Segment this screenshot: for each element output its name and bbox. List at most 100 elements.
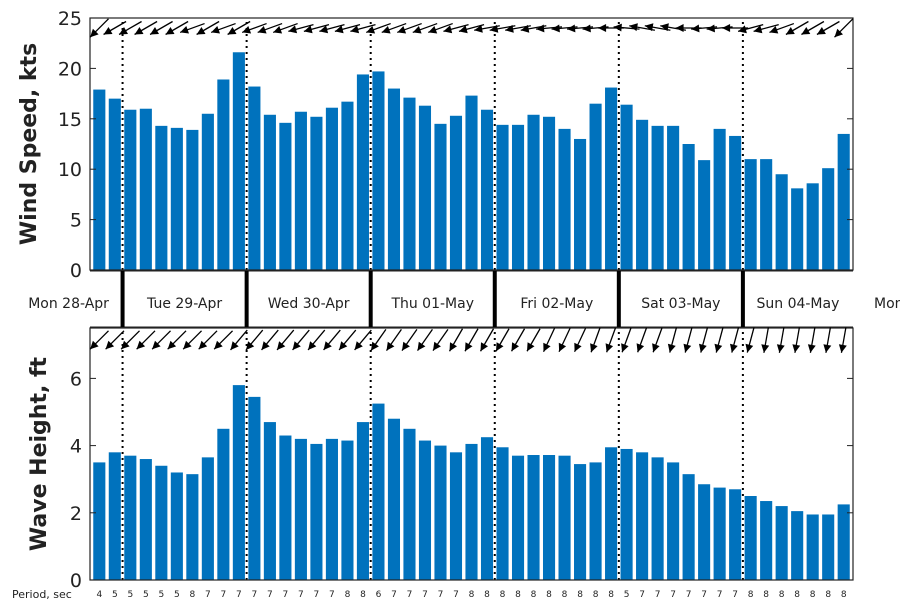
direction-arrow-p1-48 — [838, 327, 847, 353]
bar-p0-2 — [124, 109, 137, 270]
arrow-head — [505, 24, 514, 33]
bar-p0-5 — [170, 127, 183, 271]
direction-arrow-p1-26 — [495, 328, 510, 352]
arrow-head — [511, 342, 519, 352]
direction-arrow-p0-22 — [428, 22, 453, 34]
direction-arrow-p0-45 — [785, 20, 809, 36]
bar-p1-3 — [139, 459, 152, 580]
bar-p1-5 — [170, 472, 183, 580]
arrow-head — [288, 25, 298, 34]
bar-p1-29 — [542, 455, 556, 580]
bar-p1-30 — [558, 455, 571, 580]
direction-arrow-p1-18 — [370, 328, 387, 352]
period-value-15: 7 — [329, 590, 335, 600]
bar-p0-0 — [93, 89, 106, 270]
direction-arrow-p0-16 — [334, 24, 361, 34]
period-value-3: 5 — [143, 590, 149, 600]
direction-arrow-p1-10 — [245, 329, 264, 351]
day-label-6: Sun 04-May — [756, 296, 839, 312]
direction-arrow-p0-9 — [227, 20, 251, 36]
arrow-head — [558, 342, 567, 352]
direction-arrow-p1-34 — [621, 327, 632, 353]
direction-arrow-p0-44 — [769, 22, 795, 34]
bar-p1-7 — [201, 457, 214, 580]
direction-arrow-p1-29 — [542, 327, 556, 353]
period-value-39: 7 — [701, 590, 707, 600]
period-value-40: 7 — [717, 590, 723, 600]
arrow-head — [180, 26, 189, 34]
arrow-head — [105, 340, 115, 350]
arrow-head — [227, 27, 237, 35]
arrow-head — [636, 343, 645, 353]
direction-arrow-p1-47 — [823, 327, 832, 353]
direction-arrow-p1-0 — [89, 330, 109, 350]
arrow-head — [823, 344, 832, 353]
direction-arrow-p1-13 — [292, 329, 310, 351]
arrow-head — [738, 25, 747, 34]
arrow-head — [198, 340, 208, 350]
arrow-head — [660, 23, 669, 32]
arrow-head — [807, 344, 816, 353]
direction-arrow-p0-20 — [397, 22, 422, 34]
arrow-head — [590, 343, 598, 353]
bar-p0-37 — [667, 125, 680, 270]
period-value-32: 8 — [593, 590, 599, 600]
period-value-10: 7 — [252, 590, 258, 600]
bar-p0-27 — [511, 124, 525, 270]
bar-p1-37 — [667, 462, 680, 580]
direction-arrow-p1-33 — [605, 327, 617, 353]
direction-arrow-p1-1 — [105, 330, 125, 350]
bar-p1-4 — [155, 465, 168, 580]
bar-p1-15 — [325, 438, 338, 580]
arrow-head — [183, 340, 192, 350]
period-value-0: 4 — [96, 590, 102, 600]
arrow-head — [167, 340, 177, 350]
arrow-head — [834, 28, 843, 38]
arrow-head — [119, 27, 128, 35]
bar-p1-22 — [434, 445, 447, 580]
bar-p0-1 — [108, 98, 121, 270]
arrow-head — [761, 344, 770, 353]
period-value-7: 7 — [205, 590, 211, 600]
direction-arrow-p1-36 — [652, 327, 663, 353]
arrow-head — [667, 343, 676, 353]
bar-p1-40 — [713, 487, 726, 580]
period-value-6: 8 — [189, 590, 195, 600]
period-value-1: 5 — [112, 590, 118, 600]
bar-p0-29 — [542, 116, 556, 270]
arrow-head — [449, 342, 457, 352]
direction-arrow-p1-43 — [761, 327, 770, 353]
arrow-head — [465, 342, 473, 352]
direction-arrow-p1-38 — [683, 327, 693, 353]
bar-p0-20 — [403, 97, 416, 270]
arrow-head — [753, 25, 763, 34]
direction-arrow-p1-25 — [479, 328, 495, 352]
direction-arrow-p1-21 — [416, 328, 433, 352]
arrow-head — [551, 24, 560, 33]
bar-p1-38 — [682, 474, 695, 580]
arrow-head — [730, 343, 738, 353]
direction-arrow-p1-2 — [120, 330, 140, 350]
direction-arrow-p0-6 — [179, 22, 205, 34]
period-value-35: 7 — [639, 590, 645, 600]
direction-arrow-p0-4 — [149, 20, 173, 36]
bar-p0-45 — [791, 188, 804, 270]
arrow-head — [527, 342, 535, 352]
ylabel-p1: Wave Height, ft — [27, 356, 52, 551]
ylabel-p0: Wind Speed, kts — [17, 43, 42, 245]
bar-p0-46 — [806, 183, 819, 270]
bar-p1-43 — [760, 501, 773, 580]
period-value-37: 7 — [670, 590, 676, 600]
direction-arrow-p1-22 — [432, 328, 449, 352]
bar-p0-15 — [325, 107, 338, 271]
arrow-head — [776, 344, 785, 353]
arrow-head — [706, 24, 715, 33]
period-value-48: 8 — [841, 590, 847, 600]
bar-p1-34 — [620, 448, 633, 580]
bar-p0-19 — [387, 88, 401, 270]
direction-arrow-p1-40 — [714, 327, 724, 353]
period-value-4: 5 — [158, 590, 164, 600]
direction-arrow-p1-7 — [198, 330, 218, 350]
bar-p1-11 — [263, 422, 276, 580]
bar-p0-6 — [186, 129, 199, 270]
